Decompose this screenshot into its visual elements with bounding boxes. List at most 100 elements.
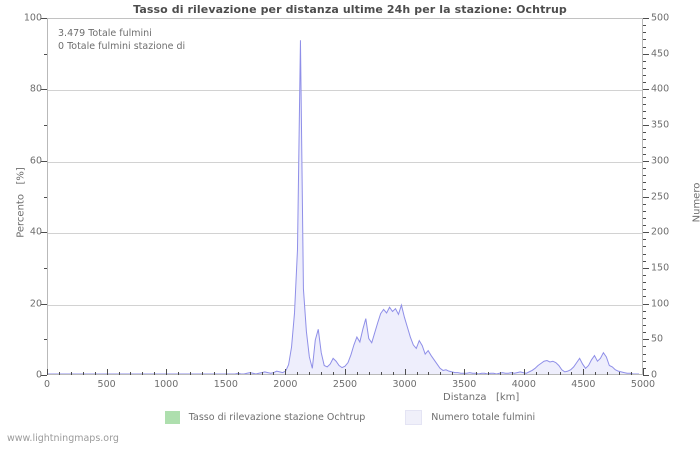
chart-legend: Tasso di rilevazione stazione Ochtrup Num… xyxy=(0,410,700,425)
axis-tick xyxy=(571,372,573,375)
axis-tick xyxy=(41,232,47,234)
axis-tick xyxy=(476,372,478,375)
axis-tick xyxy=(643,175,646,177)
y-axis-right-tick-label: 500 xyxy=(651,12,670,24)
axis-tick xyxy=(309,372,311,375)
axis-tick xyxy=(643,246,646,248)
axis-tick xyxy=(464,369,466,375)
axis-tick xyxy=(595,372,597,375)
x-axis-tick-label: 1000 xyxy=(154,379,179,390)
axis-tick xyxy=(643,203,646,205)
gridline xyxy=(48,233,642,235)
x-axis-tick-label: 5000 xyxy=(630,379,656,390)
axis-tick xyxy=(392,372,394,375)
axis-tick xyxy=(44,339,47,341)
axis-tick xyxy=(643,310,646,312)
axis-tick xyxy=(225,369,227,375)
axis-tick xyxy=(41,303,47,305)
axis-tick xyxy=(70,372,72,375)
axis-tick xyxy=(643,153,646,155)
y-axis-left-tick-label: 80 xyxy=(29,83,42,95)
axis-tick xyxy=(643,332,646,334)
axis-tick xyxy=(643,89,649,91)
axis-tick xyxy=(643,82,646,84)
legend-label: Tasso di rilevazione stazione Ochtrup xyxy=(188,412,366,423)
y-axis-right-tick-label: 200 xyxy=(651,226,670,238)
watermark: www.lightningmaps.org xyxy=(7,433,119,444)
annotation-totals: 3.479 Totale fulmini 0 Totale fulmini st… xyxy=(58,28,185,53)
axis-tick xyxy=(380,372,382,375)
axis-tick xyxy=(285,369,287,375)
axis-tick xyxy=(643,225,646,227)
axis-tick xyxy=(499,372,501,375)
axis-tick xyxy=(643,132,646,134)
axis-tick xyxy=(44,53,47,55)
axis-tick xyxy=(643,67,646,69)
axis-tick xyxy=(643,289,646,291)
axis-tick xyxy=(583,369,585,375)
axis-tick xyxy=(47,369,48,375)
axis-tick xyxy=(511,372,513,375)
axis-tick xyxy=(643,375,649,376)
y-axis-right-tick-label: 450 xyxy=(651,48,670,60)
axis-tick xyxy=(368,372,370,375)
axis-tick xyxy=(643,125,649,127)
y-axis-right-tick-label: 100 xyxy=(651,298,670,310)
axis-tick xyxy=(631,372,633,375)
axis-tick xyxy=(440,372,442,375)
y-axis-left-tick-label: 40 xyxy=(29,226,42,238)
axis-tick xyxy=(345,369,346,375)
axis-tick xyxy=(643,267,649,269)
axis-tick xyxy=(643,32,646,34)
y-axis-left-tick-label: 20 xyxy=(29,298,42,310)
axis-tick xyxy=(643,339,649,341)
axis-tick xyxy=(237,372,239,375)
axis-tick xyxy=(643,182,646,184)
lightning-count-area-series xyxy=(48,19,640,374)
x-axis-tick-label: 2000 xyxy=(273,379,298,390)
annotation-station-strokes: 0 Totale fulmini stazione di xyxy=(58,40,186,52)
axis-tick xyxy=(130,372,132,375)
axis-tick xyxy=(607,372,609,375)
axis-tick xyxy=(44,196,47,198)
axis-tick xyxy=(643,110,646,112)
legend-entry[interactable]: Tasso di rilevazione stazione Ochtrup xyxy=(164,411,366,424)
axis-tick xyxy=(321,372,323,375)
axis-tick xyxy=(41,375,47,376)
axis-tick xyxy=(547,372,549,375)
axis-tick xyxy=(535,372,537,375)
x-axis-tick-label: 1500 xyxy=(213,379,238,390)
series-area-fill xyxy=(48,40,640,374)
x-axis-tick-label: 3500 xyxy=(452,379,477,390)
axis-tick xyxy=(118,372,120,375)
axis-tick xyxy=(643,75,646,77)
axis-tick xyxy=(559,372,561,375)
axis-tick xyxy=(643,18,649,19)
axis-tick xyxy=(643,217,646,219)
series-line xyxy=(48,40,639,374)
axis-tick xyxy=(213,372,215,375)
axis-tick xyxy=(643,189,646,191)
axis-tick xyxy=(643,325,646,327)
axis-tick xyxy=(643,275,646,277)
axis-tick xyxy=(643,239,646,241)
legend-swatch xyxy=(405,410,423,425)
axis-tick xyxy=(643,167,646,169)
x-axis-tick-label: 3000 xyxy=(392,379,417,390)
axis-tick xyxy=(273,372,275,375)
axis-tick xyxy=(333,372,335,375)
axis-tick xyxy=(643,232,649,234)
y-axis-right-title: Numero xyxy=(691,182,700,223)
axis-tick xyxy=(643,353,646,355)
axis-tick xyxy=(643,303,649,305)
axis-tick xyxy=(452,372,454,375)
axis-tick xyxy=(142,372,144,375)
axis-tick xyxy=(249,372,251,375)
axis-tick xyxy=(154,372,156,375)
axis-tick xyxy=(643,196,649,198)
axis-tick xyxy=(58,372,60,375)
axis-tick xyxy=(44,125,47,127)
axis-tick xyxy=(643,317,646,319)
legend-entry[interactable]: Numero totale fulmini xyxy=(405,410,535,425)
axis-tick xyxy=(643,46,646,48)
